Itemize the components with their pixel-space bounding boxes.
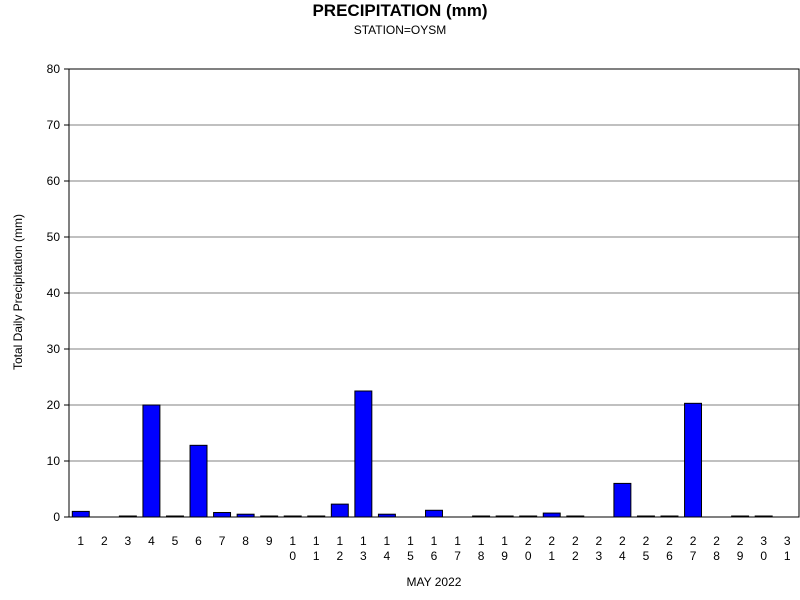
y-tick-label: 10 [47,454,61,468]
bar-day-27 [684,402,703,518]
y-tick-label: 0 [53,510,60,524]
bar-day-4 [142,404,161,518]
bar-day-1 [71,510,90,518]
bar-day-12 [330,503,349,518]
chart-title: PRECIPITATION (mm) [312,1,488,20]
x-tick-label: 4 [148,534,155,548]
bar-day-24 [613,482,632,518]
x-axis-ticks: 1 2 3 4 5 6 7 8 9 1 01 11 21 31 41 51 61 71 81 92 02 12 22 32 42… [77,534,790,563]
bar-day-16 [425,509,443,518]
grid-lines [69,68,799,462]
y-tick-label: 80 [47,62,61,76]
y-tick-label: 70 [47,118,61,132]
x-tick-label: 3 [125,534,132,548]
y-tick-label: 40 [47,286,61,300]
x-tick-label: 6 [195,534,202,548]
x-tick-label: 9 [266,534,273,548]
chart-subtitle: STATION=OYSM [353,23,447,37]
x-tick-label: 1 [77,534,84,548]
plot-frame [68,68,800,518]
x-tick-label: 8 [242,534,249,548]
x-tick-label: 5 [172,534,179,548]
y-tick-label: 30 [47,342,61,356]
y-tick-label: 50 [47,230,61,244]
x-axis-label: MAY 2022 [406,575,462,589]
bar-day-13 [354,390,373,518]
x-tick-label: 7 [219,534,226,548]
bar-day-6 [189,444,208,518]
x-tick-label: 2 [101,534,108,548]
y-tick-label: 60 [47,174,61,188]
bar-day-21 [542,512,561,518]
bar-day-7 [213,512,232,518]
bars [71,390,773,518]
y-tick-label: 20 [47,398,61,412]
y-axis-ticks: 0 10 20 30 40 50 60 70 80 [47,62,69,524]
